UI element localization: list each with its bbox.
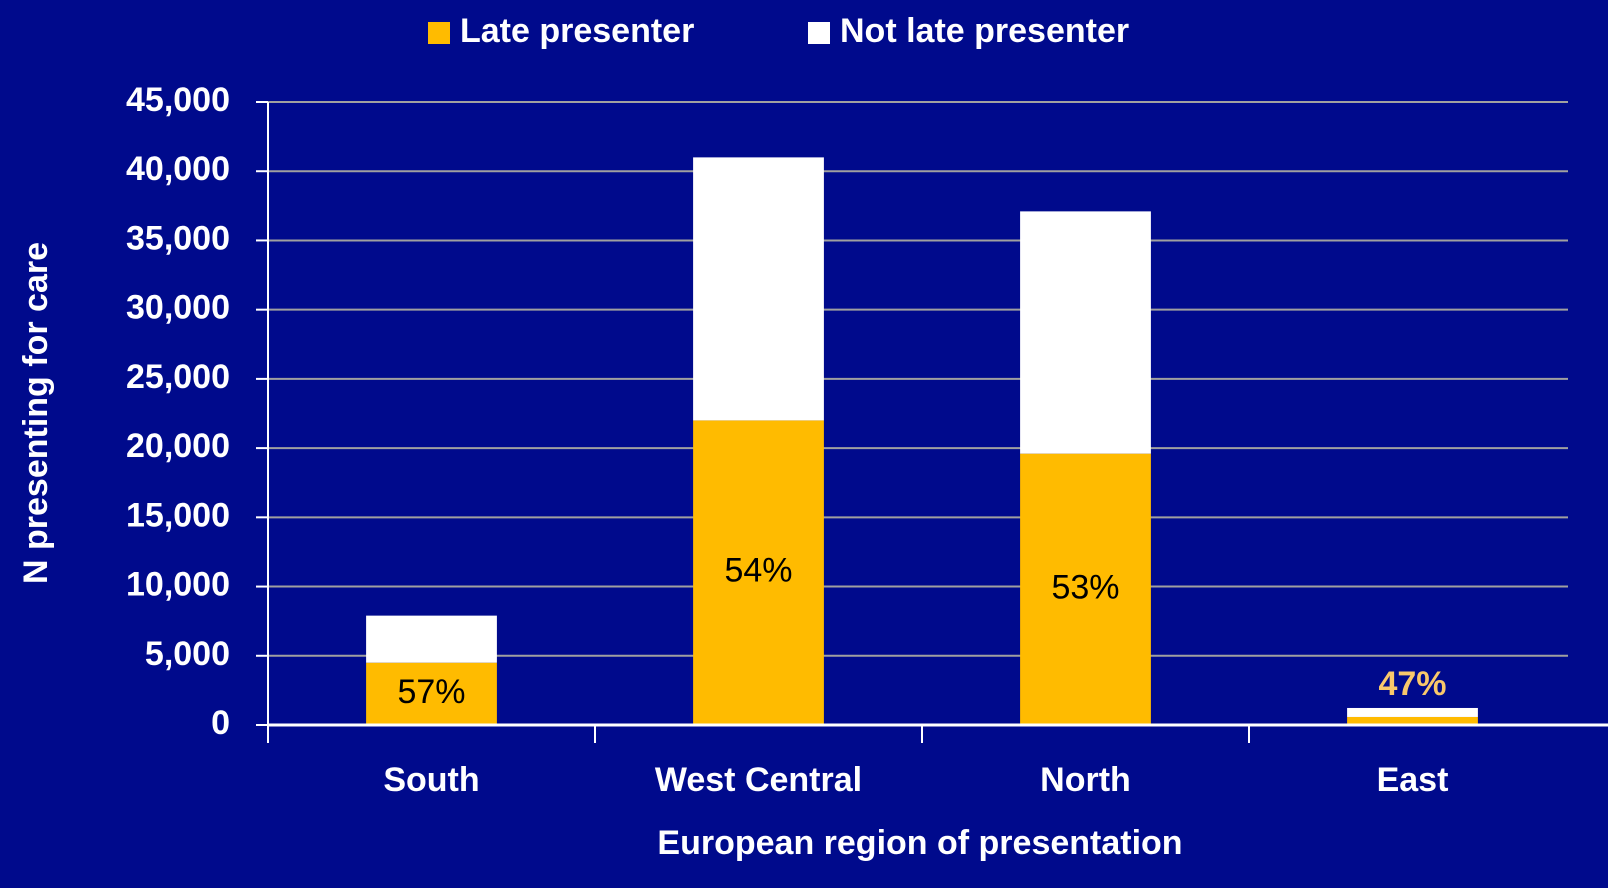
percent-label: 54% [724, 552, 792, 590]
x-tick-label: West Central [655, 761, 862, 799]
percent-label: 53% [1051, 568, 1119, 606]
bar-segment [1347, 707, 1478, 717]
y-tick-label: 35,000 [126, 219, 230, 257]
y-tick-label: 5,000 [145, 635, 230, 673]
bar-segment [693, 420, 824, 725]
bar-segment [366, 615, 497, 663]
y-axis-title: N presenting for care [17, 242, 55, 584]
x-axis-title: European region of presentation [657, 824, 1182, 862]
y-tick-label: 45,000 [126, 81, 230, 119]
percent-label: 47% [1378, 665, 1446, 703]
y-tick-label: 30,000 [126, 289, 230, 327]
y-tick-label: 25,000 [126, 358, 230, 396]
percent-label: 57% [397, 673, 465, 711]
y-tick-label: 40,000 [126, 150, 230, 188]
bar-segment [1020, 211, 1151, 454]
y-tick-label: 15,000 [126, 496, 230, 534]
bar-segment [693, 157, 824, 421]
x-tick-label: East [1377, 761, 1449, 799]
y-tick-label: 10,000 [126, 566, 230, 604]
x-tick-label: North [1040, 761, 1131, 799]
legend-label: Not late presenter [840, 12, 1129, 50]
bar-segment [1347, 716, 1478, 725]
bar-segment [366, 662, 497, 725]
y-tick-label: 20,000 [126, 427, 230, 465]
legend-label: Late presenter [460, 12, 694, 50]
legend-swatch [808, 22, 830, 44]
bar-segment [1020, 453, 1151, 725]
x-tick-label: South [383, 761, 479, 799]
legend-swatch [428, 22, 450, 44]
y-tick-label: 0 [211, 704, 230, 742]
